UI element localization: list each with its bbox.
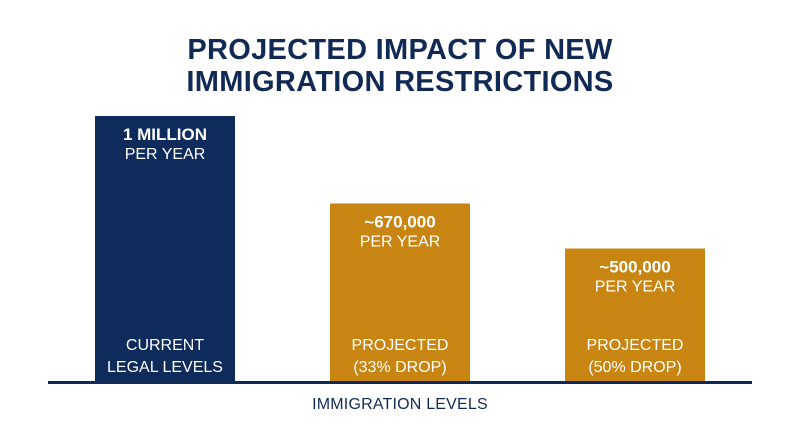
category-label-1-line-2: LEGAL LEVELS (107, 359, 223, 376)
bar-unit-label-2: PER YEAR (360, 233, 441, 250)
bar-value-label-2: ~670,000 (364, 212, 435, 231)
bar-unit-label-3: PER YEAR (595, 279, 676, 296)
bar-value-label-3: ~500,000 (599, 258, 670, 277)
category-label-2-line-1: PROJECTED (352, 337, 449, 354)
category-label-1-line-1: CURRENT (126, 337, 204, 354)
category-label-3-line-2: (50% DROP) (588, 359, 681, 376)
bar-2 (330, 203, 470, 381)
chart-title-line-2: IMMIGRATION RESTRICTIONS (186, 66, 614, 98)
chart-title-line-1: PROJECTED IMPACT OF NEW (187, 34, 613, 66)
category-label-2-line-2: (33% DROP) (353, 359, 446, 376)
bar-unit-label-1: PER YEAR (125, 146, 206, 163)
category-label-3-line-1: PROJECTED (587, 337, 684, 354)
bar-value-label-1: 1 MILLION (123, 125, 207, 144)
bar-1 (95, 116, 235, 381)
x-axis-line (48, 381, 752, 384)
x-axis-label: IMMIGRATION LEVELS (312, 396, 488, 413)
chart-title: PROJECTED IMPACT OF NEW IMMIGRATION REST… (0, 34, 800, 98)
bar-3 (565, 248, 705, 381)
